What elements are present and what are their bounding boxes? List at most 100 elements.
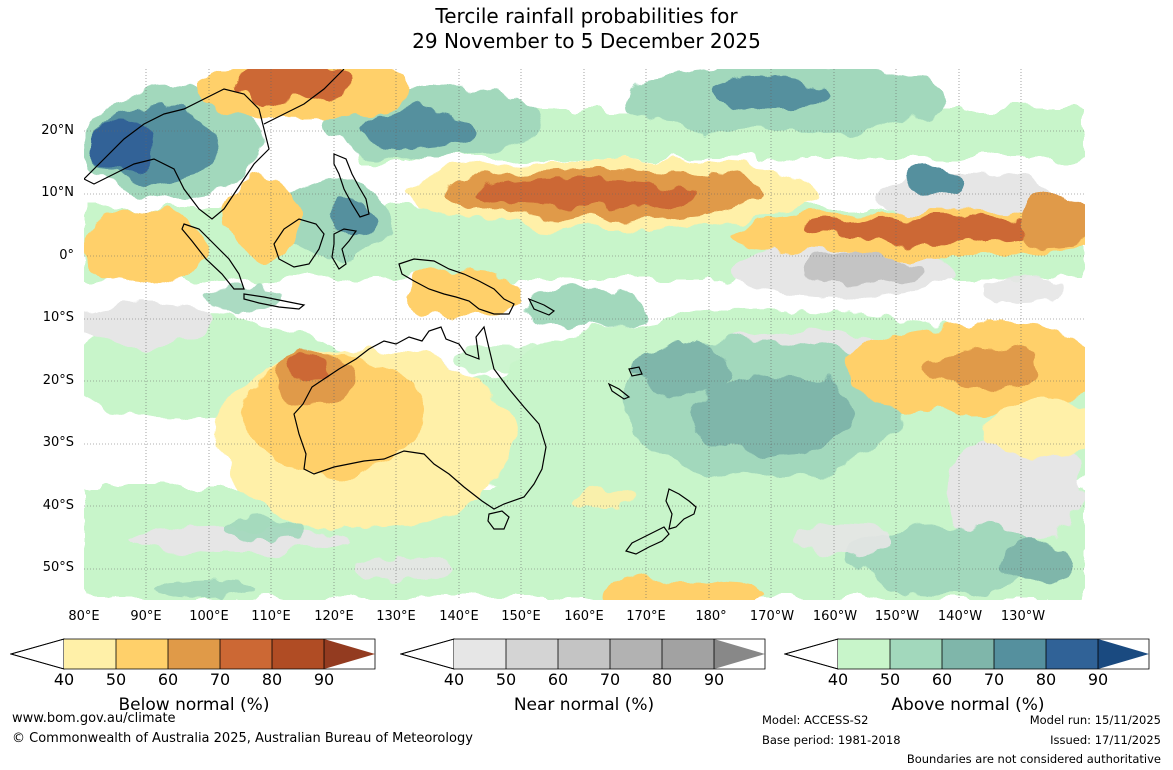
- title-line-2: 29 November to 5 December 2025: [412, 29, 761, 53]
- below-swatch-40-50: [64, 639, 116, 669]
- lon-label-110e: 110°E: [251, 609, 291, 624]
- above-swatch-70-80: [994, 639, 1046, 669]
- above-swatch-60-70: [942, 639, 994, 669]
- near-normal-colorbar: [400, 638, 766, 670]
- tasmania-outline: [487, 510, 510, 530]
- below-swatch-60-70: [168, 639, 220, 669]
- near-swatch-80-90: [662, 639, 714, 669]
- above-normal-title: Above normal (%): [891, 695, 1045, 715]
- lon-label-130w: 130°W: [1000, 609, 1046, 624]
- above-extend-high: [1098, 639, 1149, 669]
- above-tick-70: 70: [983, 670, 1005, 689]
- lon-label-100e: 100°E: [189, 609, 229, 624]
- near-tick-50: 50: [495, 670, 517, 689]
- borneo-outline: [273, 218, 325, 268]
- above-tick-60: 60: [931, 670, 953, 689]
- copyright-notice: © Commonwealth of Australia 2025, Austra…: [12, 731, 473, 746]
- mainland-asia-outline: [84, 88, 270, 220]
- lon-label-140w: 140°W: [937, 609, 983, 624]
- lat-label-30s: 30°S: [42, 435, 74, 450]
- above-swatch-80-90: [1046, 639, 1098, 669]
- rainfall-probability-map: [84, 69, 1085, 600]
- above-swatch-40-50: [838, 639, 890, 669]
- lat-label-50s: 50°S: [42, 560, 74, 575]
- above-normal-colorbar: [784, 638, 1150, 670]
- near-extend-high: [714, 639, 765, 669]
- lon-label-150e: 150°E: [501, 609, 541, 624]
- lon-label-170w: 170°W: [749, 609, 795, 624]
- lon-label-120e: 120°E: [314, 609, 354, 624]
- below-swatch-70-80: [220, 639, 272, 669]
- near-tick-40: 40: [443, 670, 465, 689]
- website-link[interactable]: www.bom.gov.au/climate: [12, 711, 176, 726]
- above-tick-50: 50: [879, 670, 901, 689]
- near-tick-90: 90: [703, 670, 725, 689]
- below-normal-title: Below normal (%): [118, 695, 270, 715]
- model-name: Model: ACCESS-S2: [762, 713, 869, 727]
- graticule: [84, 69, 1085, 600]
- probability-shading: [84, 69, 1085, 600]
- near-normal-title: Near normal (%): [513, 695, 655, 715]
- lat-label-10s: 10°S: [42, 310, 74, 325]
- title-line-1: Tercile rainfall probabilities for: [435, 4, 738, 28]
- below-tick-50: 50: [105, 670, 127, 689]
- near-swatch-70-80: [610, 639, 662, 669]
- lon-label-130e: 130°E: [376, 609, 416, 624]
- new-caledonia-outline: [607, 382, 631, 400]
- lon-label-180: 180°: [695, 609, 727, 624]
- lon-label-160w: 160°W: [812, 609, 858, 624]
- issued-date: Issued: 17/11/2025: [1050, 733, 1161, 747]
- below-swatch-80-90: [272, 639, 324, 669]
- probability-speckle: [154, 274, 1064, 599]
- sulawesi-outline: [331, 228, 358, 270]
- below-swatch-50-60: [116, 639, 168, 669]
- lat-label-20n: 20°N: [41, 123, 74, 138]
- boundaries-disclaimer: Boundaries are not considered authoritat…: [906, 752, 1161, 766]
- lat-label-equator: 0°: [59, 248, 74, 263]
- below-tick-40: 40: [53, 670, 75, 689]
- below-normal-colorbar: [10, 638, 376, 670]
- below-tick-70: 70: [209, 670, 231, 689]
- below-tick-90: 90: [313, 670, 335, 689]
- near-swatch-40-50: [454, 639, 506, 669]
- below-tick-80: 80: [261, 670, 283, 689]
- lon-label-150w: 150°W: [874, 609, 920, 624]
- map-title: Tercile rainfall probabilities for 29 No…: [0, 4, 1173, 54]
- sumatra-outline: [181, 223, 245, 290]
- near-swatch-50-60: [506, 639, 558, 669]
- near-tick-80: 80: [651, 670, 673, 689]
- lon-label-140e: 140°E: [439, 609, 479, 624]
- lon-label-160e: 160°E: [564, 609, 604, 624]
- below-extend-high: [324, 639, 375, 669]
- below-tick-60: 60: [157, 670, 179, 689]
- model-run-date: Model run: 15/11/2025: [1029, 713, 1161, 727]
- new-guinea-outline: [398, 258, 515, 315]
- lon-label-80e: 80°E: [68, 609, 100, 624]
- above-tick-40: 40: [827, 670, 849, 689]
- near-swatch-60-70: [558, 639, 610, 669]
- java-outline: [243, 293, 306, 310]
- lon-label-90e: 90°E: [130, 609, 162, 624]
- australia-outline: [293, 325, 547, 510]
- above-tick-90: 90: [1087, 670, 1109, 689]
- philippines-outline: [333, 153, 370, 218]
- solomon-islands-outline: [527, 297, 556, 316]
- near-extend-low: [400, 638, 455, 670]
- lat-label-40s: 40°S: [42, 498, 74, 513]
- coastlines: [84, 69, 697, 555]
- base-period: Base period: 1981-2018: [762, 733, 901, 747]
- near-tick-70: 70: [599, 670, 621, 689]
- near-tick-60: 60: [547, 670, 569, 689]
- above-extend-low: [784, 638, 839, 670]
- lon-label-170e: 170°E: [626, 609, 666, 624]
- lat-label-10n: 10°N: [41, 185, 74, 200]
- new-zealand-south-outline: [625, 526, 670, 555]
- lat-label-20s: 20°S: [42, 373, 74, 388]
- below-extend-low: [10, 638, 65, 670]
- new-zealand-north-outline: [665, 488, 697, 530]
- above-tick-80: 80: [1035, 670, 1057, 689]
- fiji-outline: [628, 366, 643, 377]
- above-swatch-50-60: [890, 639, 942, 669]
- china-coast-outline: [263, 69, 345, 125]
- map-canvas: [84, 69, 1085, 600]
